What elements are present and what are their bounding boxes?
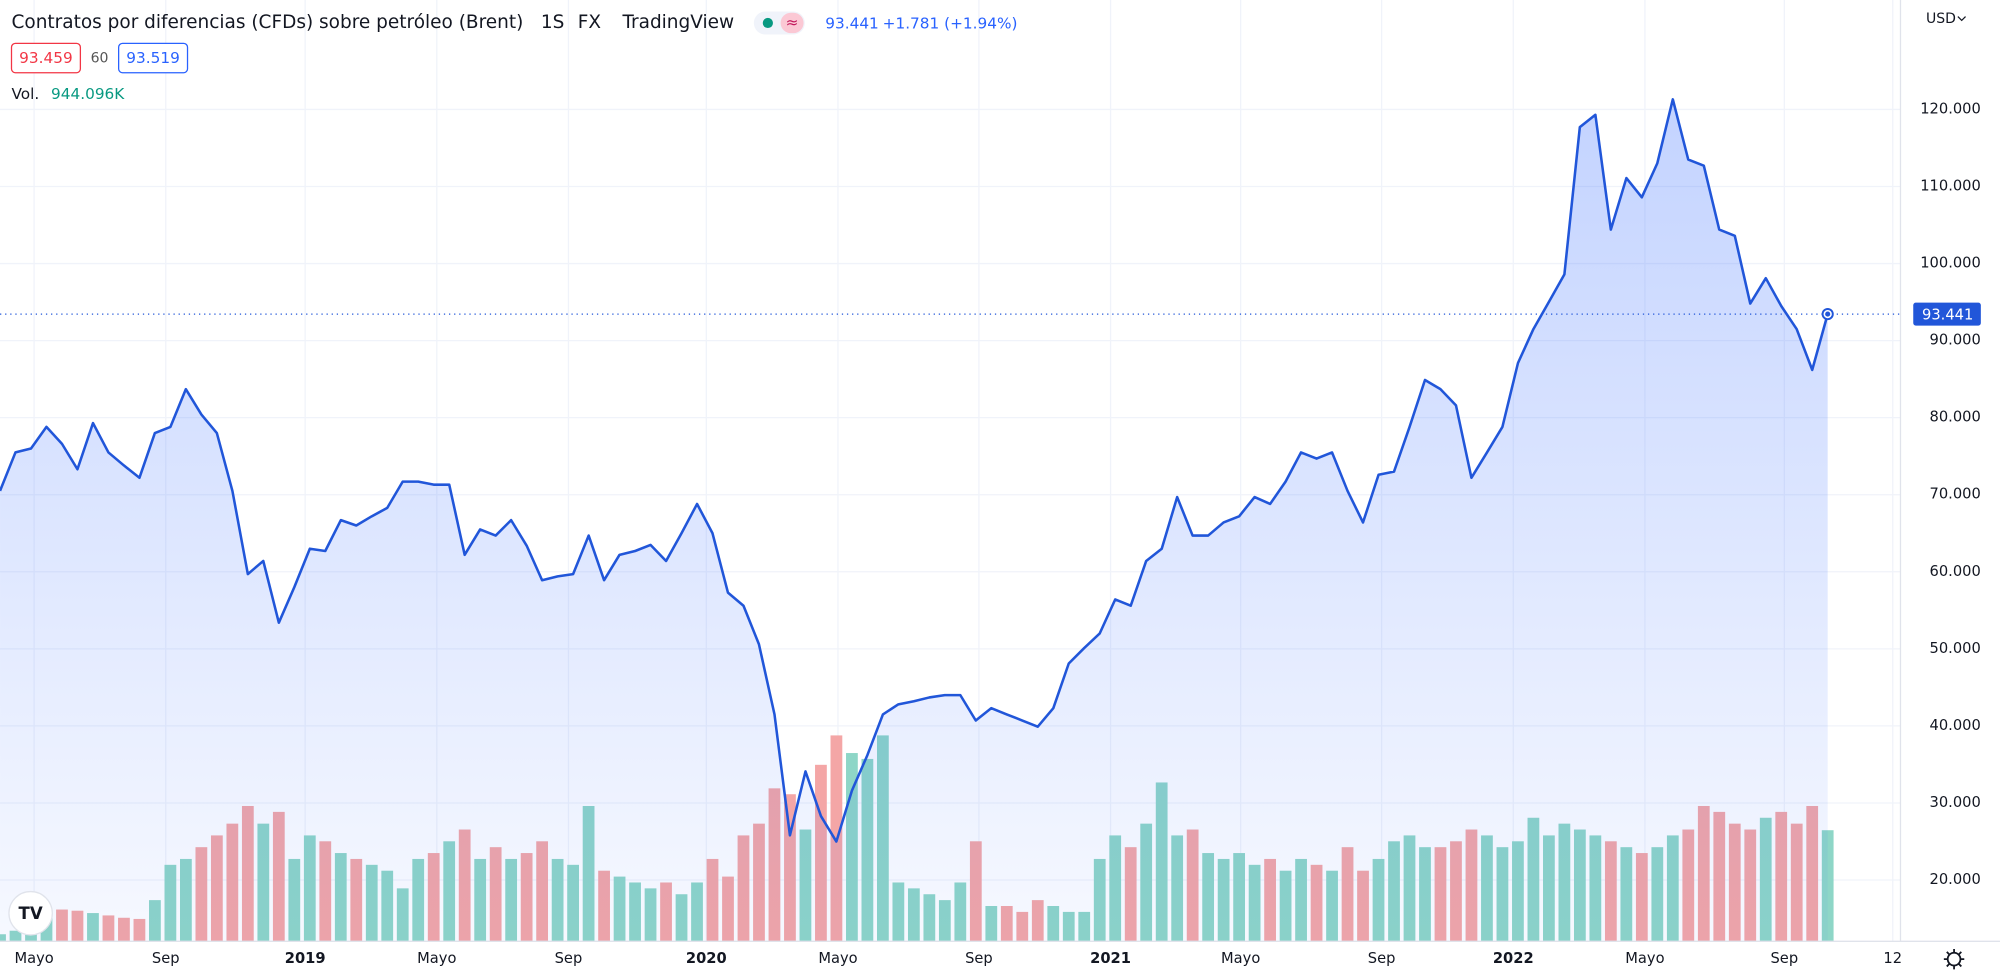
status-icon bbox=[780, 12, 804, 34]
volume-bar bbox=[1821, 830, 1834, 942]
x-tick-label: Mayo bbox=[1625, 950, 1664, 967]
price-area bbox=[0, 99, 1828, 942]
x-tick-label: Mayo bbox=[417, 950, 456, 967]
x-tick-label: Sep bbox=[1771, 950, 1799, 967]
status-dot bbox=[762, 17, 773, 29]
price-change: +1.781 (+1.94%) bbox=[883, 15, 1018, 33]
status-icon-glyph: ≈ bbox=[786, 13, 799, 31]
logo[interactable] bbox=[8, 890, 53, 936]
exchange: FX bbox=[578, 12, 602, 33]
y-tick-label: 100.000 bbox=[1920, 255, 1981, 272]
y-tick-label: 50.000 bbox=[1930, 640, 1981, 657]
y-tick-label: 30.000 bbox=[1930, 794, 1981, 811]
settings-icon[interactable] bbox=[1943, 948, 1965, 970]
volume-legend: Vol. bbox=[12, 85, 40, 103]
ask-box[interactable] bbox=[118, 42, 189, 74]
x-tick-label: Mayo bbox=[818, 950, 857, 967]
y-tick-label: 110.000 bbox=[1920, 177, 1981, 194]
currency[interactable]: USD bbox=[1926, 11, 1956, 27]
x-tick-label: 2022 bbox=[1493, 950, 1534, 967]
x-tick-label: 12 bbox=[1883, 950, 1902, 967]
currency-caret bbox=[1957, 16, 1966, 22]
chart-title: Contratos por diferencias (CFDs) sobre p… bbox=[12, 12, 524, 33]
price-line bbox=[0, 98, 1829, 843]
x-tick-label: Sep bbox=[965, 950, 993, 967]
x-tick-label: Sep bbox=[555, 950, 583, 967]
y-tick-label: 90.000 bbox=[1930, 332, 1981, 349]
x-tick-label: 2020 bbox=[686, 950, 727, 967]
y-tick-label: 80.000 bbox=[1930, 409, 1981, 426]
x-tick-label: Sep bbox=[1368, 950, 1396, 967]
y-tick-label: 60.000 bbox=[1930, 563, 1981, 580]
volume-value: 944.096K bbox=[51, 85, 125, 103]
y-tick-label: 120.000 bbox=[1920, 100, 1981, 117]
x-tick-label: 2021 bbox=[1090, 950, 1131, 967]
y-tick-label: 20.000 bbox=[1930, 871, 1981, 888]
y-tick-label: 40.000 bbox=[1930, 717, 1981, 734]
x-tick-label: 2019 bbox=[285, 950, 326, 967]
last-price-tag bbox=[1913, 302, 1981, 326]
y-tick-label: 70.000 bbox=[1930, 486, 1981, 503]
x-tick-label: Mayo bbox=[1221, 950, 1260, 967]
x-tick-label: Sep bbox=[152, 950, 180, 967]
last-price: 93.441 bbox=[825, 15, 879, 33]
interval[interactable]: 1S bbox=[541, 12, 565, 33]
x-tick-label: Mayo bbox=[14, 950, 53, 967]
bid: 93.459 bbox=[19, 49, 73, 67]
bid-box[interactable] bbox=[10, 42, 82, 74]
spread: 60 bbox=[91, 51, 109, 67]
last-point-dot bbox=[1825, 311, 1831, 317]
ask: 93.519 bbox=[126, 49, 180, 67]
last-price-label: 93.441 bbox=[1922, 306, 1973, 323]
source: TradingView bbox=[621, 12, 734, 33]
logo-glyph: TV bbox=[19, 904, 43, 923]
